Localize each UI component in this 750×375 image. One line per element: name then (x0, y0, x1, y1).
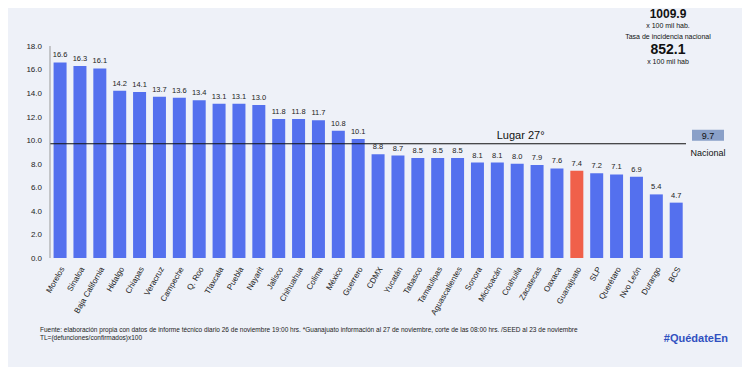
svg-text:Durango: Durango (640, 265, 663, 297)
svg-text:8.5: 8.5 (432, 146, 442, 155)
svg-text:Sinaloa: Sinaloa (65, 265, 86, 293)
svg-text:13.6: 13.6 (172, 86, 187, 95)
svg-text:Puebla: Puebla (225, 265, 246, 292)
svg-text:13.0: 13.0 (252, 93, 267, 102)
svg-text:8.0: 8.0 (512, 152, 522, 161)
svg-text:Colima: Colima (305, 265, 326, 292)
svg-text:11.8: 11.8 (272, 107, 286, 116)
svg-text:6.9: 6.9 (631, 165, 641, 174)
svg-text:0.0: 0.0 (31, 254, 43, 263)
svg-text:Aguascalientes: Aguascalientes (429, 265, 464, 316)
svg-text:Nvo León: Nvo León (618, 265, 643, 299)
svg-text:7.4: 7.4 (572, 159, 582, 168)
svg-text:11.7: 11.7 (311, 108, 325, 117)
svg-text:13.1: 13.1 (232, 92, 247, 101)
html-text:852.1: 852.1 (650, 41, 686, 57)
svg-text:Chiapas: Chiapas (123, 265, 147, 296)
svg-text:8.5: 8.5 (452, 146, 462, 155)
svg-text:16.6: 16.6 (53, 50, 68, 59)
svg-text:México: México (324, 265, 345, 292)
svg-text:16.0: 16.0 (26, 65, 42, 74)
svg-text:Tlaxcala: Tlaxcala (203, 265, 226, 296)
svg-text:6.0: 6.0 (31, 183, 43, 192)
svg-text:10.0: 10.0 (26, 136, 42, 145)
svg-text:8.1: 8.1 (472, 151, 482, 160)
html-text:x 100 mil hab: x 100 mil hab (647, 58, 689, 65)
svg-text:CDMX: CDMX (365, 265, 385, 290)
svg-text:7.1: 7.1 (611, 162, 621, 171)
svg-text:8.7: 8.7 (393, 144, 403, 153)
svg-text:8.1: 8.1 (492, 151, 502, 160)
svg-text:13.7: 13.7 (152, 85, 167, 94)
svg-text:9.7: 9.7 (702, 131, 715, 141)
svg-text:BCS: BCS (667, 265, 683, 284)
svg-text:2.0: 2.0 (31, 230, 43, 239)
svg-text:Nayarit: Nayarit (245, 265, 266, 292)
svg-text:14.0: 14.0 (26, 89, 42, 98)
svg-text:16.3: 16.3 (73, 54, 88, 63)
svg-text:Chihuahua: Chihuahua (278, 265, 305, 303)
svg-text:Zacatecas: Zacatecas (517, 265, 543, 301)
svg-text:8.8: 8.8 (373, 142, 383, 151)
html-text:1009.9: 1009.9 (649, 7, 687, 21)
svg-text:Guanajuato: Guanajuato (555, 265, 584, 306)
svg-text:13.4: 13.4 (192, 88, 207, 97)
html-text:x 100 mil hab.: x 100 mil hab. (646, 22, 690, 29)
svg-text:7.6: 7.6 (552, 156, 562, 165)
svg-text:4.0: 4.0 (31, 207, 43, 216)
svg-text:11.8: 11.8 (292, 107, 306, 116)
svg-text:Nacional: Nacional (690, 148, 725, 158)
svg-text:12.0: 12.0 (26, 113, 42, 122)
svg-text:14.2: 14.2 (112, 79, 127, 88)
html-text:Fuente: elaboración propia con: Fuente: elaboración propia con datos de … (40, 326, 578, 333)
svg-text:Campeche: Campeche (159, 265, 186, 303)
svg-text:Querétaro: Querétaro (597, 265, 624, 301)
svg-text:Veracruz: Veracruz (142, 265, 166, 298)
svg-text:Lugar 27°: Lugar 27° (497, 129, 545, 141)
svg-text:16.1: 16.1 (93, 56, 108, 65)
svg-text:10.1: 10.1 (351, 127, 366, 136)
svg-text:7.2: 7.2 (591, 161, 601, 170)
svg-text:4.7: 4.7 (671, 191, 681, 200)
svg-text:Baja California: Baja California (73, 265, 107, 315)
svg-text:Jalisco: Jalisco (265, 265, 285, 291)
svg-text:SLP: SLP (588, 265, 603, 283)
html-text:Tasa de incidencia nacional: Tasa de incidencia nacional (625, 33, 711, 40)
svg-text:Coahuila: Coahuila (500, 265, 524, 298)
svg-text:5.4: 5.4 (651, 182, 661, 191)
svg-text:Tabasco: Tabasco (401, 265, 425, 296)
svg-text:10.8: 10.8 (331, 119, 346, 128)
svg-text:Tamaulipas: Tamaulipas (416, 265, 445, 305)
svg-text:Q. Roo: Q. Roo (185, 265, 206, 292)
svg-text:Morelos: Morelos (45, 265, 67, 294)
svg-text:13.1: 13.1 (212, 92, 227, 101)
svg-text:Sonora: Sonora (463, 265, 484, 292)
svg-text:18.0: 18.0 (26, 42, 42, 51)
html-text:TL=(defunciones/confirmados)x1: TL=(defunciones/confirmados)x100 (40, 334, 143, 341)
svg-text:8.0: 8.0 (31, 160, 43, 169)
svg-text:7.9: 7.9 (532, 153, 542, 162)
svg-text:Michoacán: Michoacán (477, 265, 504, 303)
svg-text:Yucatán: Yucatán (382, 265, 405, 295)
svg-text:Oaxaca: Oaxaca (542, 265, 564, 294)
svg-text:14.1: 14.1 (132, 80, 147, 89)
svg-text:Hidalgo: Hidalgo (105, 265, 127, 293)
html-text:#QuédateEn: #QuédateEn (663, 332, 728, 344)
svg-text:8.5: 8.5 (413, 146, 423, 155)
svg-text:Guerrero: Guerrero (341, 265, 365, 298)
